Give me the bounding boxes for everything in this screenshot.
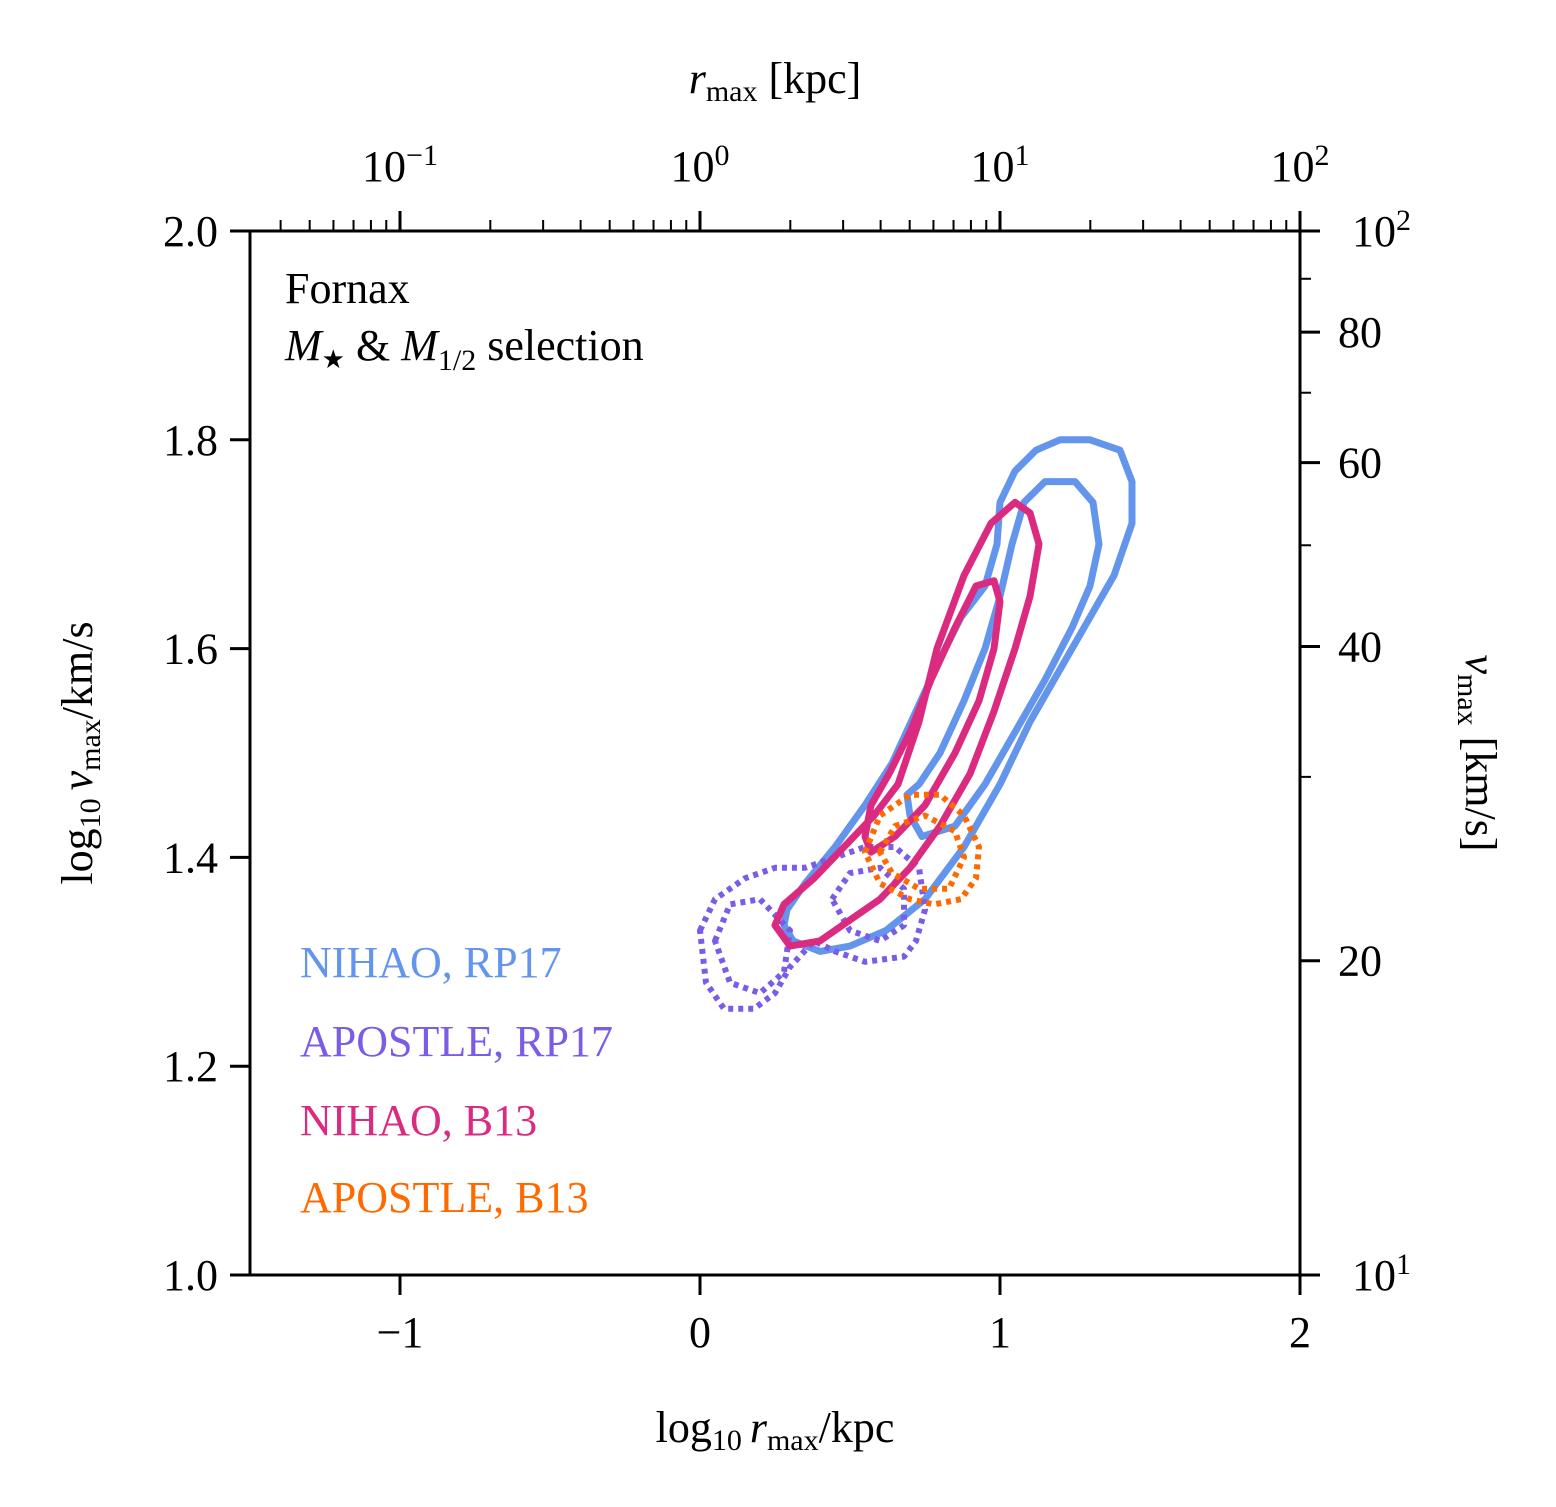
top-axis-title: rmax [kpc] bbox=[689, 54, 862, 108]
legend-nihao-rp17: NIHAO, RP17 bbox=[300, 938, 562, 987]
x-tick-label: −1 bbox=[377, 1308, 424, 1357]
x-tick-label: 1 bbox=[989, 1308, 1011, 1357]
right-tick-label: 80 bbox=[1338, 308, 1382, 357]
plot-frame bbox=[248, 229, 1302, 1277]
top-tick-label: 100 bbox=[671, 139, 730, 191]
legend-apostle-rp17: APOSTLE, RP17 bbox=[300, 1017, 613, 1066]
top-axis: 10−1 100 101 102 bbox=[279, 139, 1330, 231]
y-tick-label: 1.2 bbox=[163, 1042, 218, 1091]
right-tick-label: 20 bbox=[1338, 937, 1382, 986]
bottom-axis: −1 0 1 2 bbox=[377, 1275, 1311, 1357]
y-tick-label: 1.8 bbox=[163, 416, 218, 465]
contour-layer bbox=[697, 436, 1136, 1012]
top-tick-label: 101 bbox=[971, 139, 1030, 191]
contour-apostle-rp17-1 bbox=[697, 844, 928, 1012]
legend-nihao-b13: NIHAO, B13 bbox=[300, 1096, 537, 1145]
right-tick-label: 40 bbox=[1338, 622, 1382, 671]
y-axis-title: log10vmax/km/s bbox=[53, 621, 107, 884]
left-axis: 1.0 1.2 1.4 1.6 1.8 2.0 bbox=[163, 207, 250, 1300]
contour-apostle-rp17-3 bbox=[829, 864, 907, 944]
right-axis-title: vmax [km/s] bbox=[1451, 654, 1505, 851]
y-tick-label: 2.0 bbox=[163, 207, 218, 256]
top-tick-label: 102 bbox=[1271, 139, 1330, 191]
y-tick-label: 1.0 bbox=[163, 1251, 218, 1300]
x-tick-label: 2 bbox=[1289, 1308, 1311, 1357]
right-axis: 102 80 60 40 20 101 bbox=[1300, 204, 1411, 1300]
contour-apostle-rp17-2 bbox=[712, 896, 793, 997]
x-axis-title: log10 rmax/kpc bbox=[656, 1403, 895, 1457]
x-tick-label: 0 bbox=[689, 1308, 711, 1357]
contour-nihao-b13-2 bbox=[861, 577, 1004, 856]
right-tick-label: 60 bbox=[1338, 439, 1382, 488]
y-tick-label: 1.4 bbox=[163, 833, 218, 882]
annotation-galaxy: Fornax bbox=[285, 264, 410, 313]
annotation-selection: M★ & M1/2 selection bbox=[284, 321, 644, 377]
plot-area bbox=[250, 231, 1300, 1275]
contour-apostle-b13-2 bbox=[877, 812, 967, 892]
legend-apostle-b13: APOSTLE, B13 bbox=[300, 1173, 588, 1222]
y-tick-label: 1.6 bbox=[163, 625, 218, 674]
right-tick-label: 101 bbox=[1352, 1248, 1411, 1300]
contour-nihao-rp17-2 bbox=[903, 478, 1103, 840]
top-tick-label: 10−1 bbox=[362, 139, 438, 191]
right-tick-label: 102 bbox=[1352, 204, 1411, 256]
